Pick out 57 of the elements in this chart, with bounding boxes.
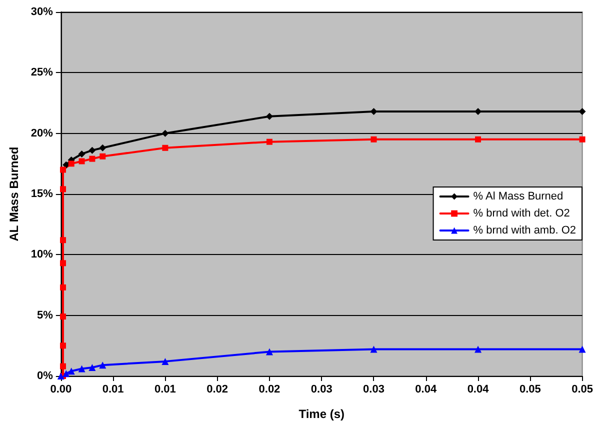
point	[578, 346, 586, 353]
point	[474, 346, 482, 353]
legend-label: % brnd with amb. O2	[473, 224, 576, 236]
point	[60, 166, 66, 173]
x-tick-label: 0.02	[206, 384, 228, 396]
point	[60, 237, 66, 244]
point	[88, 364, 96, 372]
point	[60, 342, 66, 349]
point	[370, 346, 378, 353]
y-tick-label: 5%	[37, 309, 54, 322]
point	[68, 368, 75, 375]
point	[266, 112, 273, 120]
point	[60, 284, 66, 290]
point	[99, 362, 106, 369]
point	[100, 153, 106, 160]
x-tick-label: 0.01	[102, 384, 124, 396]
x-tick-label: 0.03	[310, 384, 332, 396]
legend-label: % Al Mass Burned	[473, 190, 564, 202]
point	[78, 365, 86, 372]
point	[370, 108, 378, 115]
point	[78, 150, 86, 158]
y-axis-title: AL Mass Burned	[7, 146, 21, 242]
point	[62, 370, 70, 378]
x-tick-label: 0.00	[50, 384, 72, 396]
point	[266, 348, 273, 356]
point	[162, 358, 169, 365]
y-tick-label: 25%	[30, 66, 54, 79]
y-tick-label: 15%	[30, 188, 54, 200]
x-axis-title: Time (s)	[298, 407, 345, 421]
point	[60, 363, 66, 370]
x-tick-label: 0.04	[415, 384, 438, 396]
point	[475, 136, 482, 142]
y-tick-label: 10%	[30, 248, 54, 261]
point	[578, 108, 586, 115]
point	[60, 260, 66, 266]
point	[162, 144, 168, 151]
x-tick-label: 0.05	[519, 384, 541, 396]
x-tick-label: 0.02	[258, 384, 280, 396]
point	[370, 136, 377, 142]
x-tick-label: 0.03	[363, 384, 384, 396]
point	[88, 146, 96, 154]
legend-label: % brnd with det. O2	[473, 208, 570, 220]
y-tick-label: 20%	[30, 127, 54, 140]
point	[68, 160, 74, 167]
point	[99, 144, 106, 152]
point	[60, 186, 66, 192]
point	[579, 136, 586, 142]
point	[78, 158, 85, 164]
point	[60, 314, 66, 320]
point	[162, 130, 169, 137]
x-tick-label: 0.05	[572, 384, 594, 396]
y-tick-label: 0%	[37, 370, 54, 382]
x-tick-label: 0.04	[467, 384, 490, 396]
point	[266, 138, 272, 145]
x-tick-label: 0.01	[154, 384, 176, 396]
point	[89, 156, 96, 162]
y-tick-label: 30%	[30, 6, 54, 18]
